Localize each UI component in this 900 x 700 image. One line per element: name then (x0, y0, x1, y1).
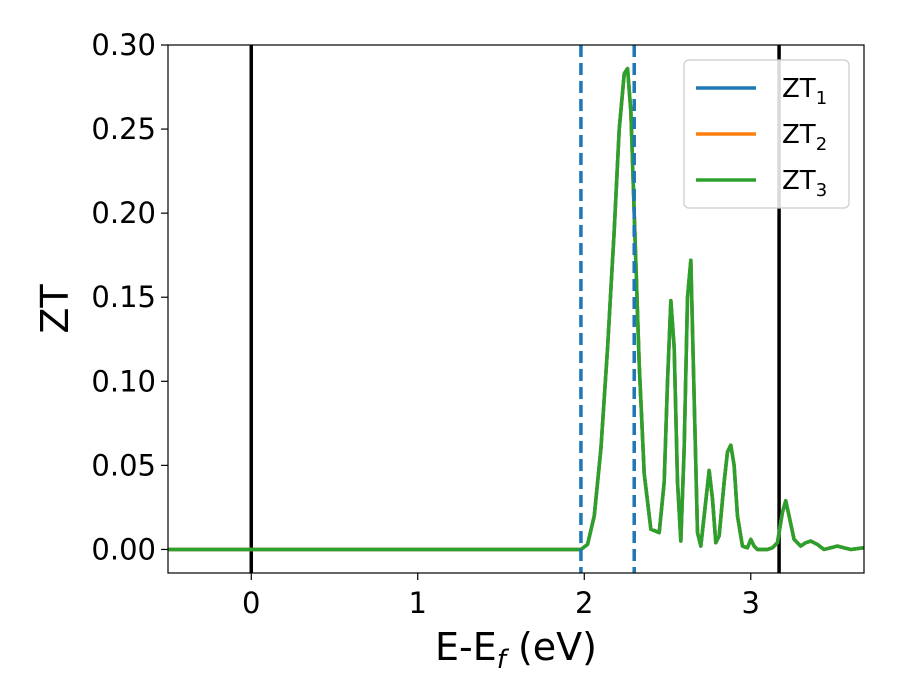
legend-label-1: ZT1 (782, 74, 827, 109)
legend-label-2: ZT2 (782, 120, 827, 155)
y-tick-label-6: 0.30 (91, 28, 156, 62)
series-line-3 (168, 66, 864, 552)
y-tick-label-0: 0.00 (91, 532, 156, 566)
plot-frame (167, 44, 865, 574)
y-axis-label: ZT (33, 284, 77, 334)
axis-labels: E-Ef (eV) ZT (33, 284, 597, 675)
legend-box (683, 59, 850, 209)
x-axis-label: E-Ef (eV) (435, 625, 597, 675)
x-tick-label-2: 2 (575, 586, 593, 620)
y-tick-label-3: 0.15 (91, 280, 156, 314)
axes: 0 1 2 3 0.00 0.05 0.10 0.15 0.20 0.25 0.30 (91, 28, 865, 620)
y-tick-label-1: 0.05 (91, 448, 156, 482)
x-tick-label-1: 1 (409, 586, 427, 620)
y-tick-label-2: 0.10 (91, 364, 156, 398)
x-tick-label-3: 3 (742, 586, 760, 620)
x-tick-label-0: 0 (242, 586, 260, 620)
y-tick-label-4: 0.20 (91, 196, 156, 230)
legend-label-3: ZT3 (782, 166, 827, 201)
y-tick-label-5: 0.25 (91, 112, 156, 146)
legend: ZT1 ZT2 ZT3 (683, 59, 850, 209)
